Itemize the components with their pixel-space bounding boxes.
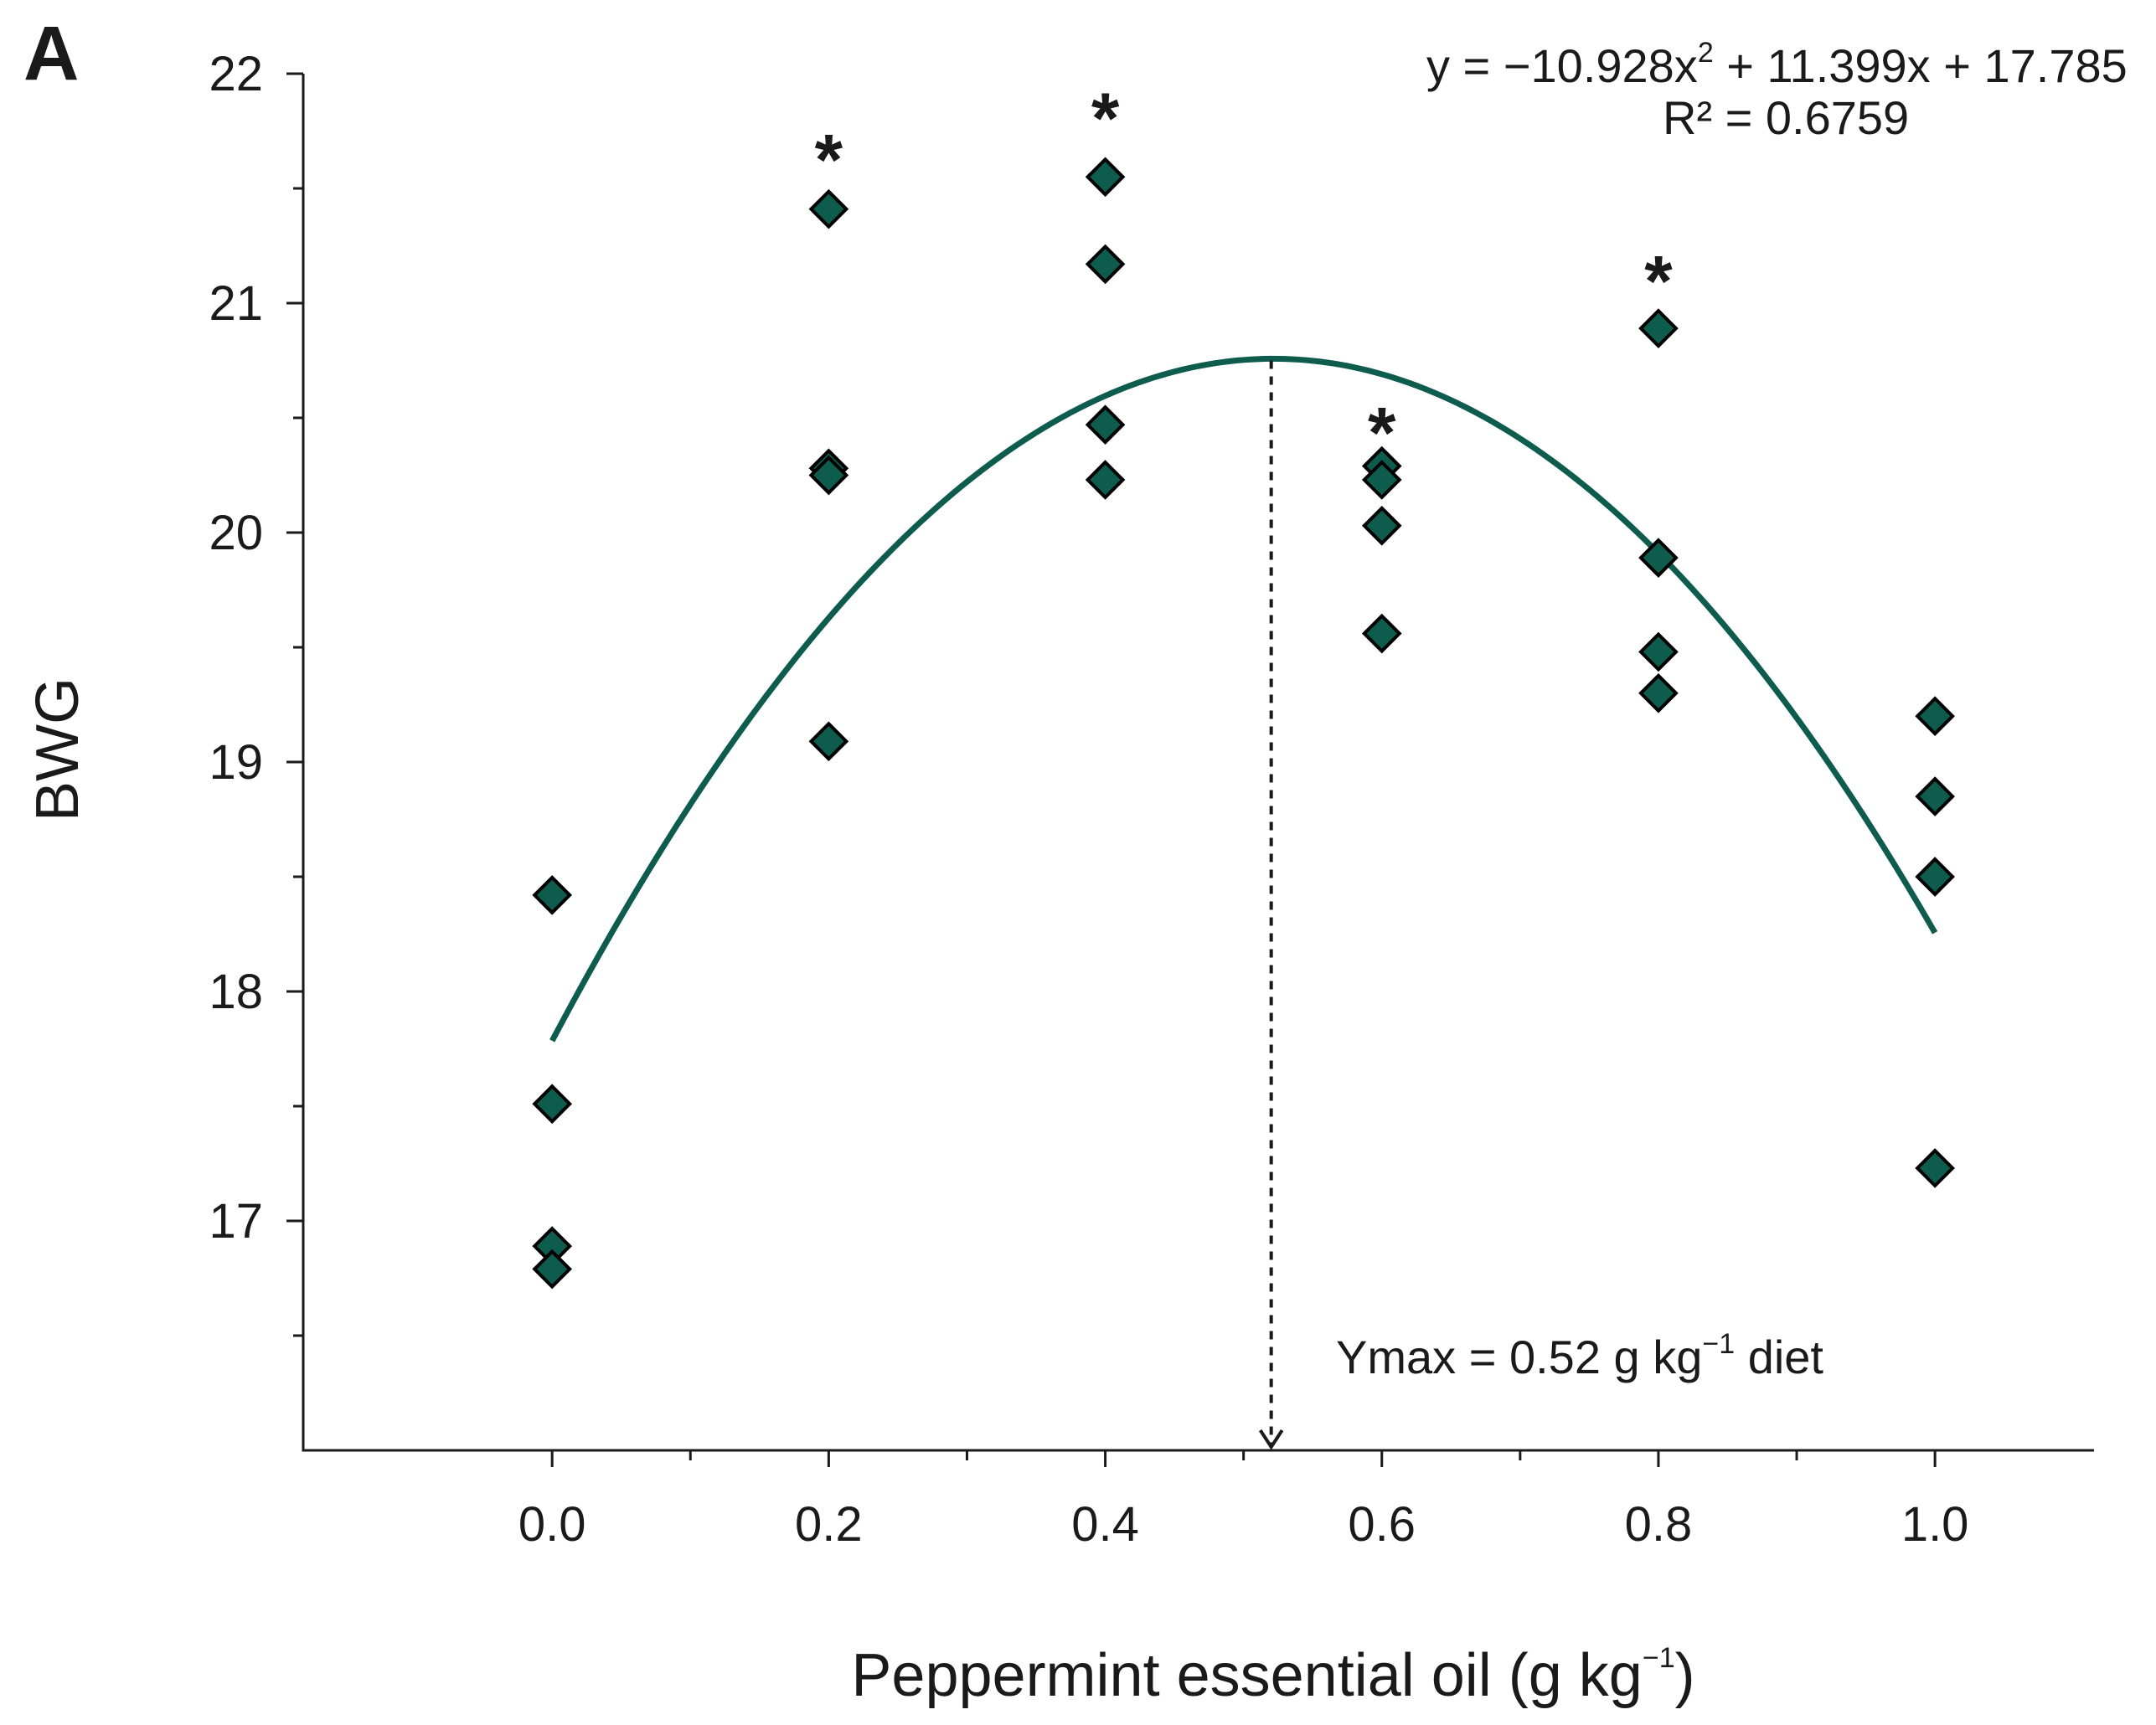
data-point-diamond xyxy=(1361,505,1402,546)
optimum-layer xyxy=(1258,360,1284,1450)
ymax-annotation: Ymax = 0.52 g kg−1 diet xyxy=(1336,1328,1823,1383)
r-squared-text: R² = 0.6759 xyxy=(1663,91,1909,144)
significance-star: * xyxy=(1091,79,1120,159)
significance-layer: * * * * xyxy=(815,79,1674,473)
ymax-part2: diet xyxy=(1735,1331,1823,1383)
y-tick-label: 20 xyxy=(209,506,263,560)
y-tick-labels: 17 18 19 20 21 22 xyxy=(209,47,263,1249)
data-point-diamond xyxy=(1361,460,1402,500)
x-tick-label: 0.2 xyxy=(795,1497,863,1552)
significance-star: * xyxy=(1368,393,1396,473)
data-point-diamond xyxy=(1638,672,1679,713)
significance-star: * xyxy=(1644,242,1673,322)
y-axis-title: BWG xyxy=(24,677,91,821)
data-point-diamond xyxy=(1915,1148,1955,1188)
data-point-diamond xyxy=(532,1084,573,1125)
data-point-diamond xyxy=(1915,776,1955,816)
equation-part1: y = −10.928x xyxy=(1426,39,1698,92)
x-tick-label: 0.8 xyxy=(1625,1497,1693,1552)
x-axis-title-main: Peppermint essential oil (g kg xyxy=(851,1642,1642,1709)
data-point-diamond xyxy=(1915,696,1955,737)
y-tick-label: 17 xyxy=(209,1194,263,1249)
data-point-diamond xyxy=(1638,308,1679,348)
y-tick-label: 21 xyxy=(209,276,263,331)
data-point-diamond xyxy=(1915,857,1955,897)
ymax-exponent: −1 xyxy=(1702,1328,1735,1360)
significance-star: * xyxy=(815,120,843,200)
data-point-diamond xyxy=(1085,460,1126,500)
ymax-part1: Ymax = 0.52 g kg xyxy=(1336,1331,1702,1383)
data-point-diamond xyxy=(1638,631,1679,672)
x-tick-label: 0.6 xyxy=(1348,1497,1416,1552)
x-tick-label: 0.4 xyxy=(1071,1497,1139,1552)
data-point-diamond xyxy=(1085,244,1126,285)
data-point-diamond xyxy=(1638,538,1679,578)
optimum-arrowhead xyxy=(1258,1429,1284,1450)
data-point-diamond xyxy=(532,1249,573,1290)
x-tick-labels: 0.0 0.2 0.4 0.6 0.8 1.0 xyxy=(518,1497,1969,1552)
data-point-diamond xyxy=(1361,613,1402,654)
panel-label: A xyxy=(23,11,79,96)
data-point-diamond xyxy=(532,875,573,915)
y-tick-label: 22 xyxy=(209,47,263,101)
data-point-diamond xyxy=(1085,157,1126,198)
y-tick-label: 19 xyxy=(209,735,263,790)
equation-exponent: 2 xyxy=(1698,37,1714,69)
equation-part2: + 11.399x + 17.785 xyxy=(1714,39,2128,92)
data-point-diamond xyxy=(1085,404,1126,445)
fit-layer xyxy=(549,355,1938,1043)
x-axis-title: Peppermint essential oil (g kg−1) xyxy=(851,1642,1694,1709)
fit-curve xyxy=(549,355,1938,1043)
x-axis-title-exponent: −1 xyxy=(1643,1642,1675,1674)
data-point-diamond xyxy=(808,188,849,229)
x-tick-label: 0.0 xyxy=(518,1497,586,1552)
equation-text: y = −10.928x2 + 11.399x + 17.785 xyxy=(1426,37,2128,92)
points-layer xyxy=(532,157,1955,1290)
data-point-diamond xyxy=(808,721,849,762)
axes xyxy=(286,72,2094,1467)
x-axis-title-close: ) xyxy=(1675,1642,1695,1709)
y-tick-label: 18 xyxy=(209,965,263,1019)
data-point-diamond xyxy=(808,455,849,496)
x-tick-label: 1.0 xyxy=(1901,1497,1969,1552)
